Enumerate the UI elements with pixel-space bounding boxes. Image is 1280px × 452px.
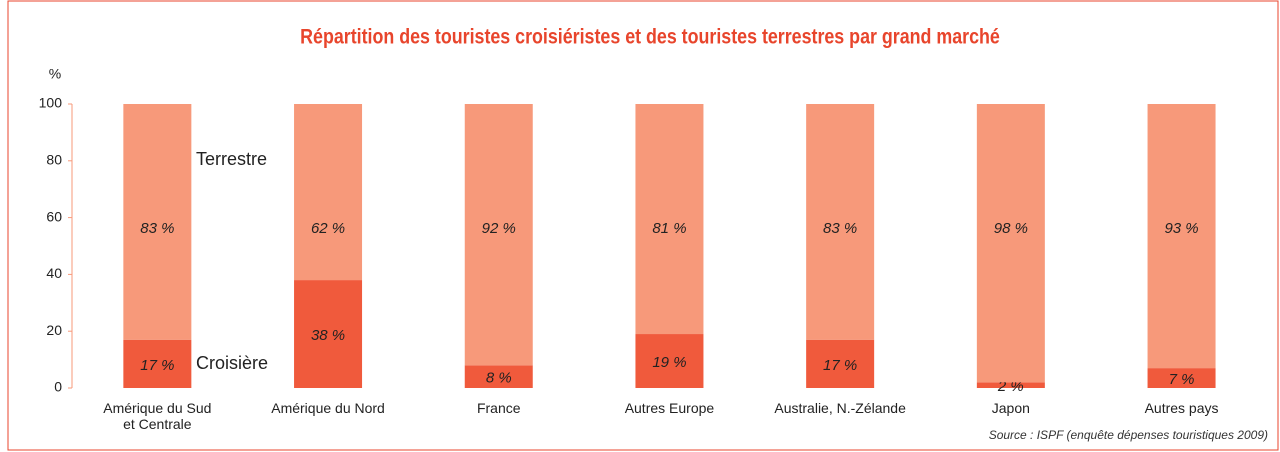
value-label: 17 % [140,357,174,374]
y-tick-label: 20 [46,322,62,338]
y-tick-label: 60 [46,208,62,224]
bar-segment [806,104,875,340]
x-tick-label: France [476,400,521,416]
bar-segment [976,382,1045,388]
x-tick-label: Amérique du Sud et Centrale [103,400,212,432]
value-label: 8 % [486,370,512,387]
value-label: 92 % [482,220,516,237]
value-label: 7 % [1169,371,1195,388]
chart-title: Répartition des touristes croisiéristes … [300,25,1000,49]
bar-segment [635,334,704,388]
bar-segment [635,104,704,335]
y-tick-label: 0 [54,379,62,395]
series-label: Terrestre [196,149,267,169]
value-label: 81 % [652,220,686,237]
bar-segment [806,339,875,388]
bar-segment [123,104,192,340]
bar-segment [294,104,363,281]
bar-segment [123,339,192,388]
value-label: 19 % [652,354,686,371]
x-tick-label: Autres pays [1144,400,1219,416]
source: Source : ISPF (enquête dépenses touristi… [989,428,1268,442]
y-axis-label: % [49,66,61,82]
value-label: 38 % [311,327,345,344]
x-tick-label: Autres Europe [624,400,715,416]
series-label: Croisière [196,353,268,373]
value-label: 2 % [997,378,1024,395]
bar-segment [1147,368,1216,388]
frame [7,0,1279,451]
bar-segment [464,365,533,388]
value-label: 83 % [823,220,857,237]
x-tick-label: Amérique du Nord [271,400,385,416]
y-tick-label: 40 [46,265,62,281]
bar-segment [464,104,533,366]
bar-segment [1147,104,1216,369]
x-tick-label: Australie, N.-Zélande [774,400,906,416]
bar-segment [294,280,363,388]
y-tick-label: 80 [46,152,62,168]
x-tick-label: Japon [991,400,1030,416]
bar-segment [976,104,1045,383]
value-label: 93 % [1164,220,1198,237]
value-label: 17 % [823,357,857,374]
value-label: 83 % [140,220,174,237]
y-tick-label: 100 [39,95,63,111]
value-label: 98 % [994,220,1028,237]
value-label: 62 % [311,220,345,237]
